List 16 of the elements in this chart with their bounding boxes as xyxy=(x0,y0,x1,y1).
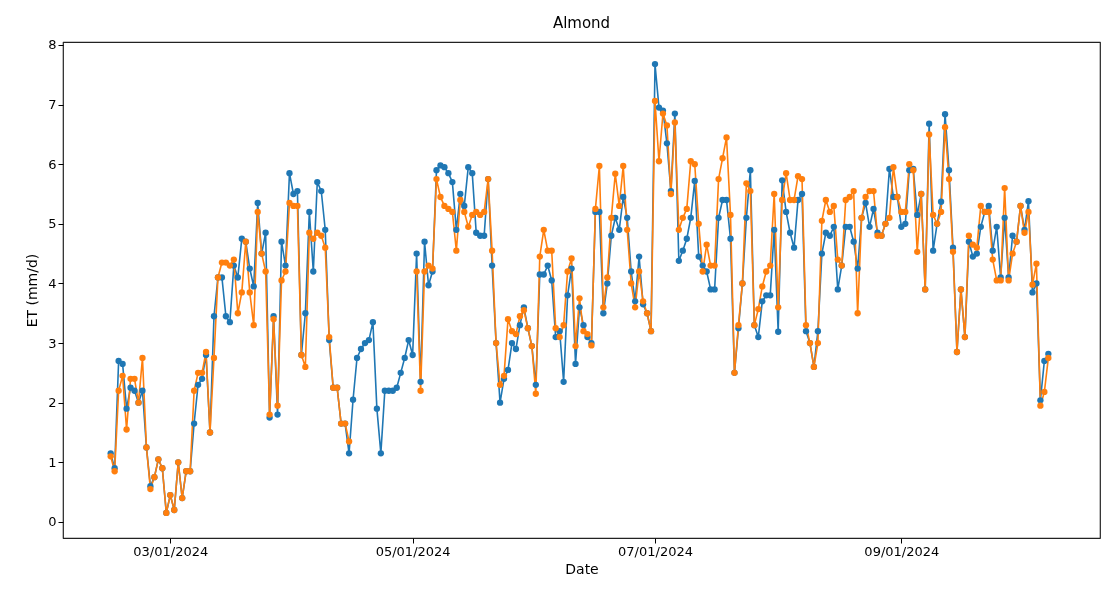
y-tick-label: 3 xyxy=(48,335,57,351)
x-tick-label: 05/01/2024 xyxy=(375,543,451,559)
x-axis-title: Date xyxy=(565,560,599,577)
x-tick-label: 09/01/2024 xyxy=(864,543,940,559)
x-tick-label: 03/01/2024 xyxy=(133,543,209,559)
y-tick-label: 7 xyxy=(48,97,57,113)
y-tick-label: 6 xyxy=(48,156,57,172)
y-axis-title: ET (mm/d) xyxy=(24,253,41,328)
chart-title: Almond xyxy=(552,13,611,32)
y-tick-label: 1 xyxy=(48,454,57,470)
y-tick-label: 2 xyxy=(48,395,57,411)
y-tick-label: 0 xyxy=(48,514,57,530)
x-tick-label: 07/01/2024 xyxy=(618,543,693,559)
y-tick-label: 5 xyxy=(48,216,57,232)
y-tick-label: 4 xyxy=(48,275,57,291)
y-tick-label: 8 xyxy=(48,37,57,53)
